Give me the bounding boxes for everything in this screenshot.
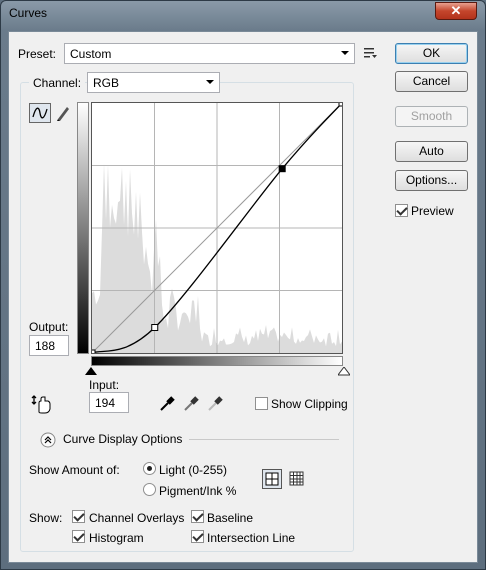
output-field[interactable]: 188 xyxy=(29,335,69,356)
pigment-label: Pigment/Ink % xyxy=(159,484,237,498)
preset-dropdown[interactable]: Custom xyxy=(64,43,355,64)
preview-checkbox[interactable] xyxy=(395,204,408,217)
close-button[interactable]: ✕ xyxy=(435,2,477,20)
smooth-button[interactable]: Smooth xyxy=(395,106,468,127)
histogram-label: Histogram xyxy=(89,531,144,545)
input-label: Input: xyxy=(89,378,120,392)
divider xyxy=(189,439,339,440)
histogram-checkbox[interactable] xyxy=(72,530,85,543)
input-field[interactable]: 194 xyxy=(89,392,129,413)
baseline-label: Baseline xyxy=(207,511,254,525)
baseline xyxy=(92,103,342,353)
curve-canvas[interactable] xyxy=(92,103,342,353)
ok-button[interactable]: OK xyxy=(395,43,468,64)
white-point-slider[interactable] xyxy=(338,367,350,376)
collapse-icon[interactable] xyxy=(40,432,56,448)
preview-label: Preview xyxy=(411,204,454,218)
options-button[interactable]: Options... xyxy=(395,170,468,191)
targeted-adjustment-icon[interactable] xyxy=(31,394,53,414)
curve-graph[interactable] xyxy=(91,102,343,354)
channel-overlays-checkbox[interactable] xyxy=(72,510,85,523)
show-clipping-label: Show Clipping xyxy=(271,397,348,411)
chevron-down-icon xyxy=(206,80,214,84)
white-eyedropper-icon[interactable] xyxy=(207,394,225,412)
channel-value: RGB xyxy=(93,76,120,90)
light-radio[interactable] xyxy=(143,462,156,475)
auto-button[interactable]: Auto xyxy=(395,141,468,162)
tone-curve xyxy=(92,103,342,353)
show-amount-label: Show Amount of: xyxy=(29,463,120,477)
curve-tool-icon xyxy=(32,107,48,119)
channel-dropdown[interactable]: RGB xyxy=(87,72,220,93)
grid-4-icon xyxy=(265,472,279,486)
curve-point[interactable] xyxy=(338,103,342,107)
pigment-radio[interactable] xyxy=(143,483,156,496)
grid-10-icon[interactable] xyxy=(289,471,305,487)
show-clipping-checkbox[interactable] xyxy=(255,397,268,410)
curve-point[interactable] xyxy=(151,324,159,332)
curve-edit-tool[interactable] xyxy=(29,103,51,123)
light-label: Light (0-255) xyxy=(159,463,228,477)
preset-value: Custom xyxy=(70,47,112,61)
pencil-icon[interactable] xyxy=(55,104,71,122)
dialog-client: Preset: Custom OK Cancel Smooth Auto Opt… xyxy=(8,31,478,563)
gray-eyedropper-icon[interactable] xyxy=(183,394,201,412)
preset-label: Preset: xyxy=(18,47,57,61)
close-icon: ✕ xyxy=(450,3,462,18)
output-gradient-bar xyxy=(77,102,89,354)
input-gradient-bar xyxy=(91,356,343,366)
intersection-line-checkbox[interactable] xyxy=(191,530,204,543)
curve-display-options-label[interactable]: Curve Display Options xyxy=(63,432,183,446)
simple-grid-button[interactable] xyxy=(262,469,282,489)
black-point-slider[interactable] xyxy=(85,367,97,376)
window-title: Curves xyxy=(9,6,48,20)
channel-label: Channel: xyxy=(29,76,86,90)
show-label: Show: xyxy=(29,511,63,525)
chevron-down-icon xyxy=(341,51,349,55)
intersection-line-label: Intersection Line xyxy=(207,531,296,545)
baseline-checkbox[interactable] xyxy=(191,510,204,523)
title-bar: Curves ✕ xyxy=(1,1,485,27)
preset-options-icon[interactable] xyxy=(364,47,378,59)
channel-overlays-label: Channel Overlays xyxy=(89,511,185,525)
black-eyedropper-icon[interactable] xyxy=(159,394,177,412)
cancel-button[interactable]: Cancel xyxy=(395,71,468,92)
curve-point[interactable] xyxy=(92,349,96,353)
curve-point[interactable] xyxy=(278,165,286,173)
output-label: Output: xyxy=(29,320,69,334)
